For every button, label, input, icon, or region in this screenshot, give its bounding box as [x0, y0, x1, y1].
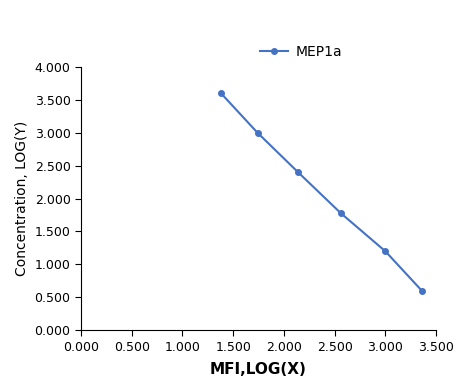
MEP1a [383, 249, 388, 254]
MEP1a [218, 91, 224, 96]
Y-axis label: Concentration, LOG(Y): Concentration, LOG(Y) [15, 121, 29, 276]
Line: MEP1a: MEP1a [218, 91, 424, 294]
MEP1a [419, 289, 424, 293]
MEP1a [255, 131, 260, 135]
MEP1a [295, 170, 301, 174]
X-axis label: MFI,LOG(X): MFI,LOG(X) [210, 362, 307, 377]
MEP1a [338, 211, 343, 216]
Legend: MEP1a: MEP1a [255, 40, 348, 65]
